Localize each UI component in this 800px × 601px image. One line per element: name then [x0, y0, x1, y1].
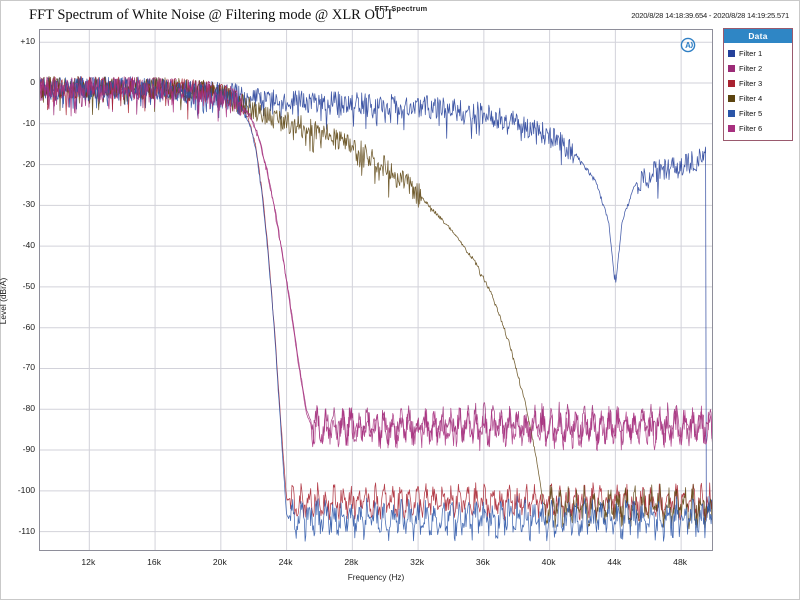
legend-color-swatch: [728, 79, 735, 87]
y-tick-label: -90: [22, 444, 35, 455]
chart-subtitle: FFT Spectrum: [374, 4, 428, 13]
y-tick-label: -80: [22, 403, 35, 414]
y-tick-label: -60: [22, 321, 35, 332]
y-tick-label: -10: [22, 117, 35, 128]
legend-item[interactable]: Filter 6: [728, 121, 792, 136]
ap-logo-icon: A: [680, 37, 696, 53]
y-tick-label: -30: [22, 199, 35, 210]
x-tick-label: 36k: [475, 557, 490, 567]
legend-item[interactable]: Filter 1: [728, 46, 792, 61]
legend-item[interactable]: Filter 2: [728, 61, 792, 76]
legend-item-label: Filter 1: [739, 48, 763, 58]
x-tick-label: 24k: [278, 557, 293, 567]
legend-item[interactable]: Filter 4: [728, 91, 792, 106]
legend-item-label: Filter 4: [739, 93, 763, 103]
y-tick-label: -20: [22, 158, 35, 169]
legend-items: Filter 1 Filter 2 Filter 3 Filter 4 Filter 5…: [724, 43, 792, 140]
y-tick-label: -70: [22, 362, 35, 373]
legend-color-swatch: [728, 124, 735, 132]
y-tick-label: -100: [17, 484, 35, 495]
y-tick-label: -50: [22, 280, 35, 291]
x-tick-label: 48k: [673, 557, 688, 567]
page-title: FFT Spectrum of White Noise @ Filtering …: [29, 7, 395, 23]
legend-color-swatch: [728, 109, 735, 117]
svg-text:A: A: [685, 41, 691, 50]
legend-item-label: Filter 2: [739, 63, 763, 73]
legend-color-swatch: [728, 64, 735, 72]
x-tick-label: 20k: [212, 557, 227, 567]
y-tick-label: -40: [22, 240, 35, 251]
legend-item-label: Filter 3: [739, 78, 763, 88]
legend-color-swatch: [728, 49, 735, 57]
x-tick-label: 28k: [344, 557, 359, 567]
x-tick-label: 12k: [81, 557, 96, 567]
capture-timestamp: 2020/8/28 14:18:39.654 - 2020/8/28 14:19…: [631, 11, 789, 20]
x-tick-label: 16k: [147, 557, 161, 567]
legend-color-swatch: [728, 94, 735, 102]
x-tick-label: 32k: [410, 557, 425, 567]
y-tick-label: 0: [30, 77, 35, 88]
y-tick-label: +10: [20, 36, 35, 47]
y-axis-label: Level (dBrA): [0, 277, 8, 325]
legend-item-label: Filter 5: [739, 108, 763, 118]
legend-title: Data: [724, 29, 792, 43]
x-tick-label: 44k: [607, 557, 622, 567]
grid-lines: [40, 30, 712, 550]
plot-canvas: [40, 30, 712, 550]
legend-item[interactable]: Filter 3: [728, 76, 792, 91]
series-traces: [40, 76, 712, 542]
x-tick-label: 40k: [541, 557, 556, 567]
legend-item[interactable]: Filter 5: [728, 106, 792, 121]
x-axis-ticks: 12k 16k 20k 24k 28k 32k 36k 40k 44k 48k: [1, 557, 800, 571]
y-axis-ticks: +10 0 -10 -20 -30 -40 -50 -60 -70 -80 -90 -100 -110: [1, 1, 35, 601]
x-axis-label: Frequency (Hz): [347, 573, 405, 582]
legend-item-label: Filter 6: [739, 123, 763, 133]
y-tick-label: -110: [18, 525, 35, 536]
legend-panel[interactable]: Data Filter 1 Filter 2 Filter 3 Filter 4 Fil…: [723, 28, 793, 141]
plot-area[interactable]: [39, 29, 713, 551]
